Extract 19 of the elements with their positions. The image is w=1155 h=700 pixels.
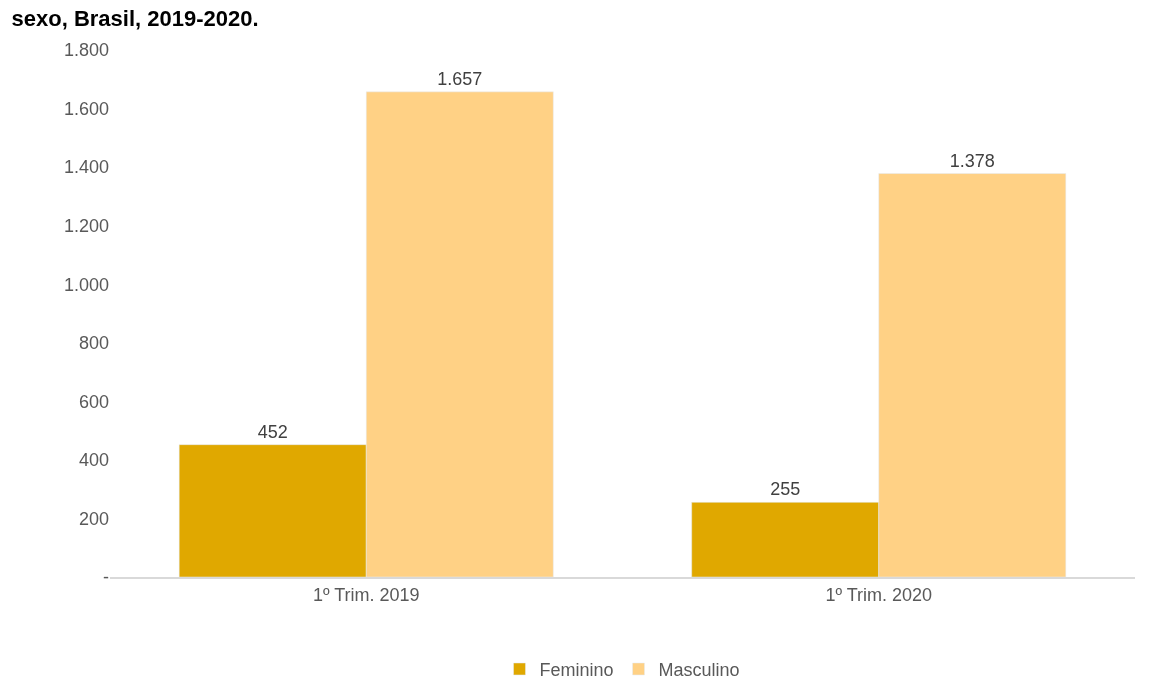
x-tick-label: 1º Trim. 2020 — [825, 584, 933, 605]
legend-label: Masculino — [658, 660, 740, 680]
y-tick-label: 400 — [78, 450, 109, 471]
y-tick-label: 200 — [78, 508, 109, 529]
y-tick-label: 1.800 — [63, 40, 109, 61]
y-tick-label: 1.600 — [63, 98, 109, 119]
data-label: 255 — [770, 479, 801, 500]
chart-title: sexo, Brasil, 2019-2020. — [11, 5, 259, 31]
y-tick-label: 800 — [78, 333, 109, 354]
data-label: 1.657 — [437, 68, 483, 89]
y-tick-label: 1.400 — [63, 157, 109, 178]
y-tick-label: 1.000 — [63, 274, 109, 295]
y-tick-label: 1.200 — [63, 215, 109, 236]
y-tick-label: - — [103, 567, 109, 588]
x-tick-label: 1º Trim. 2019 — [312, 584, 420, 605]
data-label: 1.378 — [949, 150, 995, 171]
y-tick-label: 600 — [78, 391, 109, 412]
data-label: 452 — [257, 421, 288, 442]
legend-label: Feminino — [539, 660, 614, 680]
